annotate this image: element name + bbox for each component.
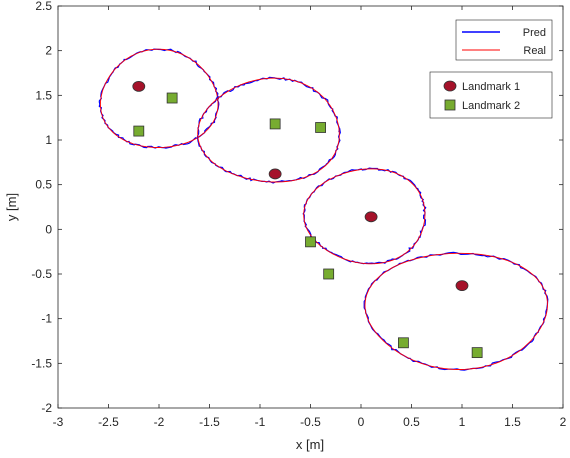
legend-real-label: Real [523,45,546,57]
x-axis-ticks: -3 -2.5 -2 -1.5 -1 -0.5 0 0.5 1 1.5 2 [53,6,567,429]
landmark-2-point [269,118,281,130]
legend-pred-label: Pred [523,27,546,39]
pred-trajectory-loop [196,76,341,184]
real-trajectory-loop [197,77,340,183]
x-tick-label: 1.5 [504,415,521,429]
y-tick-label: -2 [41,401,52,415]
landmark-2-point [305,236,316,248]
landmark-2-point [315,122,327,133]
legend-trajectory-box [455,19,553,61]
trajectories [98,48,549,371]
x-tick-label: -2 [154,415,165,429]
legend-landmarks: Landmark 1 Landmark 2 [429,71,553,119]
y-tick-label: -1 [41,312,52,326]
x-tick-label: -1.5 [199,415,220,429]
legend-landmark-2-marker [444,99,456,111]
x-axis-label: x [m] [296,437,324,452]
y-tick-label: 2 [45,44,52,58]
y-axis-label: y [m] [4,193,19,221]
landmark-1-point [268,168,282,180]
y-tick-label: 2.5 [35,0,52,13]
landmark-2-point [323,268,335,280]
y-tick-label: -0.5 [31,267,52,281]
x-tick-label: -3 [53,415,64,429]
x-tick-label: -0.5 [300,415,321,429]
legend-trajectory: Pred Real [455,19,553,61]
x-tick-label: 1 [459,415,466,429]
landmark-2-point [471,347,483,359]
y-tick-label: 0 [45,222,52,236]
y-axis-ticks: -2 -1.5 -1 -0.5 0 0.5 1 1.5 2 2.5 [31,0,563,415]
legend-landmark-1-label: Landmark 1 [462,81,520,93]
landmark-2-point [166,92,178,104]
y-tick-label: 0.5 [35,178,52,192]
landmark-1-point [455,280,469,292]
real-trajectory-loop [303,168,426,265]
legend-landmark-2-label: Landmark 2 [462,100,520,112]
y-tick-label: 1 [45,133,52,147]
x-tick-label: 0 [358,415,365,429]
landmark-1-point [132,81,146,92]
axes-frame [57,5,564,409]
y-tick-label: 1.5 [35,88,52,102]
legend-landmark-1-marker [443,80,457,92]
landmark-2-point [398,337,409,349]
landmark-markers [132,81,483,359]
landmark-2-point [133,125,145,137]
x-tick-label: 2 [560,415,567,429]
landmark-1-point [364,211,378,223]
real-trajectory-loop [99,48,219,148]
y-tick-label: -1.5 [31,356,52,370]
real-trajectory-loop [364,252,548,370]
x-tick-label: -1 [255,415,266,429]
x-tick-label: -2.5 [98,415,119,429]
x-tick-label: 0.5 [403,415,420,429]
